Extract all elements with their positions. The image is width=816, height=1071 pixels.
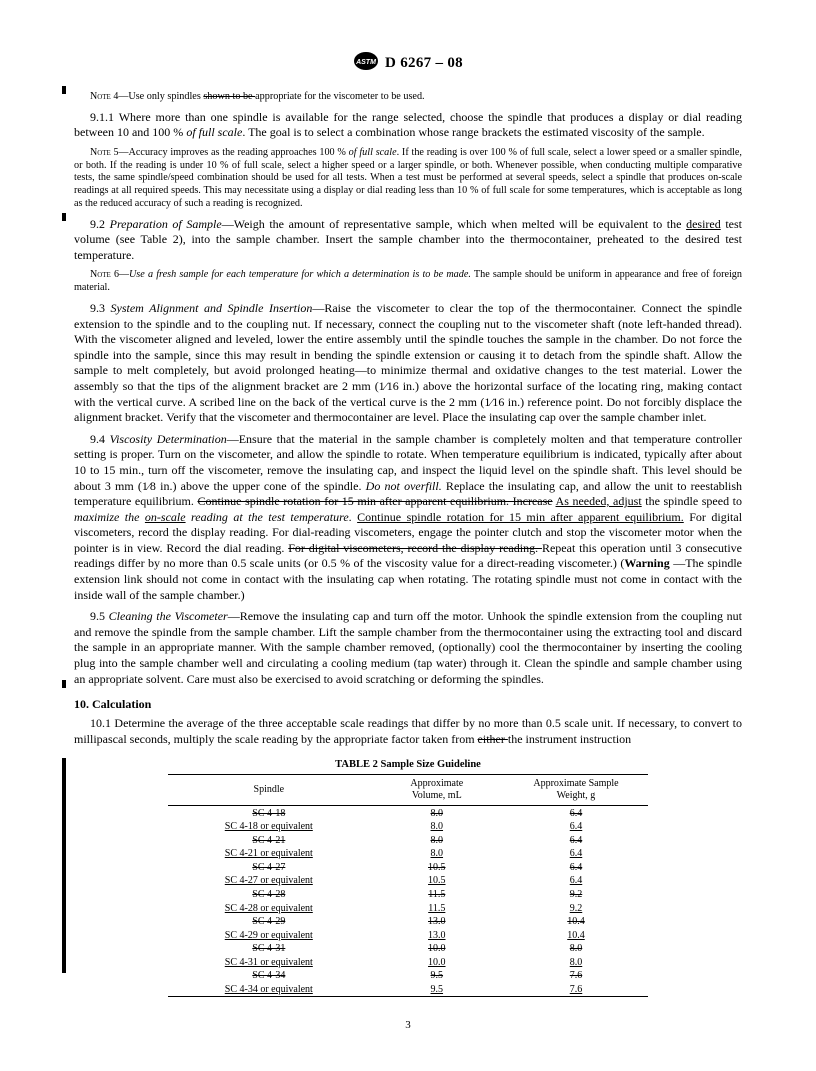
para-10-1: 10.1 Determine the average of the three … — [74, 716, 742, 747]
note-4: Note 4—Use only spindles shown to be app… — [74, 91, 742, 104]
note-6: Note 6—Use a fresh sample for each tempe… — [74, 269, 742, 295]
table-row: SC 4-27 or equivalent10.56.4 — [168, 874, 648, 888]
page-number: 3 — [74, 1019, 742, 1031]
standard-id: D 6267 – 08 — [385, 55, 463, 72]
table-row: SC 4-34 or equivalent9.57.6 — [168, 983, 648, 997]
table-row: SC 4-2811.59.2 — [168, 888, 648, 902]
note-5: Note 5—Accuracy improves as the reading … — [74, 147, 742, 211]
table-row: SC 4-21 or equivalent8.06.4 — [168, 847, 648, 861]
table-row: SC 4-218.06.4 — [168, 834, 648, 848]
svg-text:ASTM: ASTM — [355, 59, 376, 66]
para-9-5: 9.5 Cleaning the Viscometer—Remove the i… — [74, 609, 742, 687]
table-row: SC 4-3110.08.0 — [168, 942, 648, 956]
table-row: SC 4-2913.010.4 — [168, 915, 648, 929]
table-row: SC 4-31 or equivalent10.08.0 — [168, 956, 648, 970]
para-9-4: 9.4 Viscosity Determination—Ensure that … — [74, 432, 742, 604]
table-row: SC 4-188.06.4 — [168, 806, 648, 820]
sample-size-table-body: SC 4-188.06.4SC 4-18 or equivalent8.06.4… — [168, 806, 648, 996]
astm-logo-icon: ASTM — [353, 50, 379, 77]
table-header-row: Spindle ApproximateVolume, mL Approximat… — [168, 775, 648, 805]
table-row: SC 4-29 or equivalent13.010.4 — [168, 928, 648, 942]
para-9-1-1: 9.1.1 Where more than one spindle is ava… — [74, 110, 742, 141]
table-row: SC 4-2710.56.4 — [168, 861, 648, 875]
section-10-head: 10. Calculation — [74, 697, 742, 712]
sample-size-table: Spindle ApproximateVolume, mL Approximat… — [168, 775, 648, 805]
para-9-2: 9.2 Preparation of Sample—Weigh the amou… — [74, 217, 742, 264]
table-caption: TABLE 2 Sample Size Guideline — [168, 759, 648, 770]
change-bar — [62, 86, 66, 94]
table-2: TABLE 2 Sample Size Guideline Spindle Ap… — [168, 759, 648, 997]
table-row: SC 4-349.57.6 — [168, 969, 648, 983]
change-bar — [62, 758, 66, 973]
page: ASTM D 6267 – 08 Note 4—Use only spindle… — [0, 0, 816, 1071]
table-row: SC 4-28 or equivalent11.59.2 — [168, 901, 648, 915]
table-row: SC 4-18 or equivalent8.06.4 — [168, 820, 648, 834]
change-bar — [62, 213, 66, 221]
change-bar — [62, 680, 66, 688]
para-9-3: 9.3 System Alignment and Spindle Inserti… — [74, 301, 742, 426]
header: ASTM D 6267 – 08 — [74, 50, 742, 77]
